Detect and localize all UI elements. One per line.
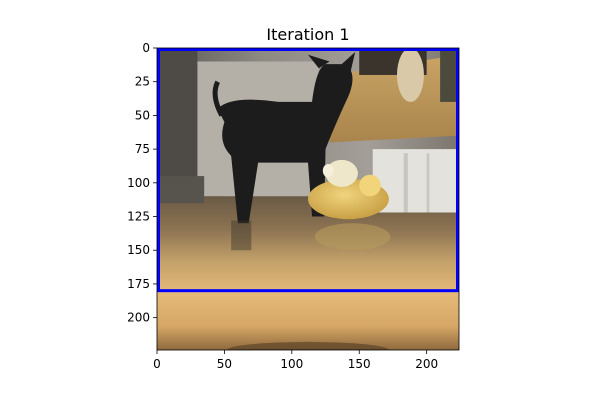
box-seam-2 — [426, 153, 430, 213]
y-tick-label: 100 — [127, 176, 150, 190]
chart-title: Iteration 1 — [266, 25, 349, 44]
y-tick-label: 50 — [135, 108, 150, 122]
toy-reflection — [314, 223, 391, 251]
bottom-floor — [157, 290, 459, 350]
vase — [396, 48, 424, 102]
x-tick-label: 150 — [348, 357, 371, 371]
toy-eye — [322, 163, 334, 178]
y-tick-label: 175 — [127, 277, 150, 291]
toy-face — [325, 159, 358, 187]
x-tick-label: 200 — [415, 357, 438, 371]
x-tick-label: 100 — [280, 357, 303, 371]
y-tick-label: 150 — [127, 243, 150, 257]
table — [329, 54, 459, 143]
photo-image — [157, 48, 459, 350]
y-tick-label: 25 — [135, 75, 150, 89]
dog-reflection — [231, 220, 252, 251]
box-seam-1 — [403, 153, 408, 213]
dog-tail — [212, 80, 224, 117]
y-tick-label: 125 — [127, 210, 150, 224]
toy-paw — [359, 174, 381, 197]
plant-leaves — [440, 48, 459, 102]
y-tick-label: 200 — [127, 311, 150, 325]
dog-ear-left — [308, 54, 330, 69]
left-furniture — [157, 176, 205, 204]
y-tick-label: 0 — [142, 41, 150, 55]
bottom-shadow — [227, 341, 389, 350]
x-tick-label: 0 — [153, 357, 161, 371]
dog-ear-right — [341, 52, 356, 75]
dog — [217, 64, 353, 224]
axes: 0 50 100 150 200 0 25 50 75 100 125 150 175 200 — [127, 41, 460, 371]
x-tick-label: 50 — [217, 357, 232, 371]
axes-frame — [156, 47, 460, 351]
y-tick-label: 75 — [135, 142, 150, 156]
bounding-box — [157, 48, 459, 293]
